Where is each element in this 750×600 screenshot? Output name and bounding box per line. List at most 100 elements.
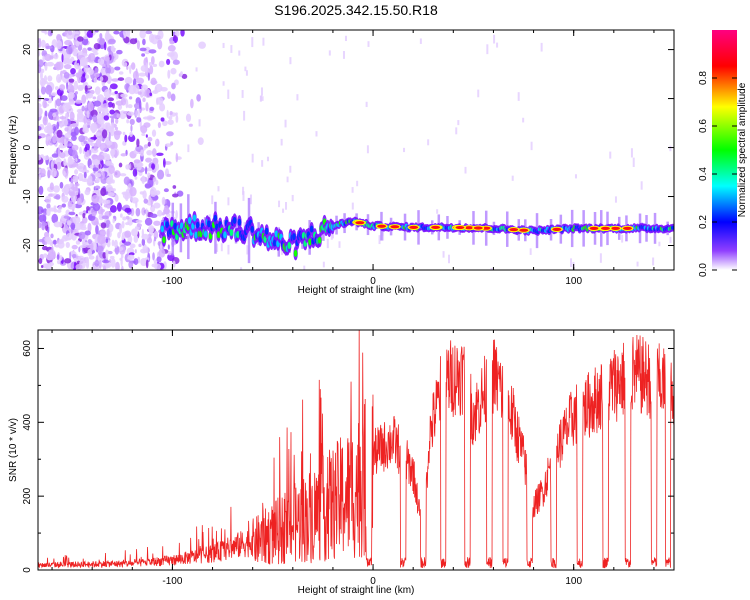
heatmap-cell [38, 220, 41, 229]
heatmap-cell [83, 171, 87, 179]
heatmap-cell [167, 250, 172, 256]
heatmap-cell [61, 203, 67, 208]
colorbar-label: Normalized spectral amplitude [737, 82, 748, 217]
heatmap-cell [108, 38, 116, 45]
snr-y-axis-label: SNR (10 * v/v) [8, 418, 19, 482]
heatmap-cell [51, 213, 59, 224]
heatmap-cell [284, 119, 287, 128]
heatmap-cell [86, 244, 94, 249]
heatmap-cell [165, 221, 170, 229]
heatmap-cell [67, 91, 75, 99]
heatmap-cell [104, 56, 110, 62]
heatmap-cell [141, 132, 146, 136]
heatmap-cell [145, 134, 148, 138]
heatmap-cell [84, 189, 91, 196]
heatmap-cell [86, 30, 94, 38]
heatmap-cell [187, 144, 190, 153]
heatmap-cell [99, 33, 103, 39]
heatmap-cell [63, 64, 72, 70]
heatmap-cell [285, 202, 288, 210]
heatmap-cell [266, 156, 269, 162]
heatmap-cell [89, 122, 98, 133]
heatmap-cell [436, 209, 439, 214]
heatmap-cell [207, 220, 211, 228]
heatmap-cell [135, 200, 138, 208]
heatmap-cell [53, 195, 61, 200]
heatmap-cell [66, 220, 72, 226]
heatmap-cell [148, 49, 157, 54]
heatmap-cell [78, 231, 86, 240]
heatmap-cell [141, 53, 146, 57]
spectrogram-x-axis-label: Height of straight line (km) [298, 285, 415, 296]
heatmap-cell [50, 233, 54, 239]
heatmap-cell [137, 108, 141, 118]
heatmap-cell [530, 141, 533, 151]
y-tick-label: 20 [22, 44, 33, 56]
heatmap-cell [509, 228, 519, 232]
heatmap-cell [87, 222, 92, 233]
heatmap-cell [107, 97, 115, 102]
heatmap-cell [442, 251, 445, 258]
y-tick-label: 600 [22, 340, 33, 357]
heatmap-cell [71, 123, 79, 127]
heatmap-cell [109, 258, 112, 264]
heatmap-cell [78, 135, 86, 143]
heatmap-cell [53, 185, 60, 193]
heatmap-cell [83, 115, 87, 125]
heatmap-cell [160, 86, 168, 92]
heatmap-cell [97, 198, 105, 204]
heatmap-cell [76, 228, 79, 233]
heatmap-cell [145, 102, 149, 112]
heatmap-cell [82, 212, 86, 219]
heatmap-cell [153, 202, 161, 209]
heatmap-cell [198, 119, 201, 127]
heatmap-cell [72, 215, 81, 224]
x-tick-label: 0 [370, 576, 376, 587]
heatmap-cell [122, 131, 126, 136]
heatmap-cell [58, 76, 62, 82]
heatmap-cell [293, 249, 298, 257]
heatmap-cell [367, 41, 370, 47]
heatmap-cell [419, 38, 422, 44]
y-tick-label: 200 [22, 487, 33, 504]
heatmap-cell [148, 61, 153, 66]
heatmap-cell [162, 158, 166, 168]
heatmap-cell [110, 258, 116, 268]
heatmap-cell [83, 35, 89, 40]
heatmap-cell [124, 207, 132, 213]
heatmap-cell [175, 152, 179, 163]
heatmap-cell [123, 176, 130, 185]
heatmap-cell [599, 253, 602, 263]
heatmap-cell [76, 84, 85, 90]
heatmap-cell [172, 185, 177, 189]
heatmap-cell [112, 218, 115, 224]
heatmap-cell [223, 231, 227, 239]
heatmap-cell [95, 138, 102, 148]
heatmap-cell [137, 91, 142, 95]
heatmap-cell [122, 191, 131, 200]
heatmap-cell [49, 55, 54, 60]
heatmap-cell [68, 143, 74, 147]
heatmap-cell [145, 30, 153, 35]
heatmap-cell [86, 206, 90, 211]
heatmap-cell [45, 45, 53, 50]
heatmap-cell [60, 95, 68, 101]
heatmap-cell [448, 254, 451, 264]
heatmap-cell [154, 263, 162, 270]
heatmap-cell [150, 213, 158, 219]
heatmap-cell [574, 174, 577, 179]
x-tick-label: -100 [162, 276, 182, 287]
heatmap-cell [109, 173, 114, 183]
heatmap-cell [102, 252, 107, 259]
heatmap-cell [56, 209, 62, 213]
heatmap-cell [164, 143, 172, 148]
heatmap-cell [286, 176, 289, 183]
heatmap-cell [97, 106, 103, 113]
heatmap-cell [92, 114, 98, 123]
heatmap-cell [49, 108, 58, 113]
heatmap-cell [244, 66, 247, 72]
heatmap-cell [632, 157, 635, 167]
heatmap-cell [141, 84, 148, 90]
heatmap-cell [185, 113, 192, 123]
